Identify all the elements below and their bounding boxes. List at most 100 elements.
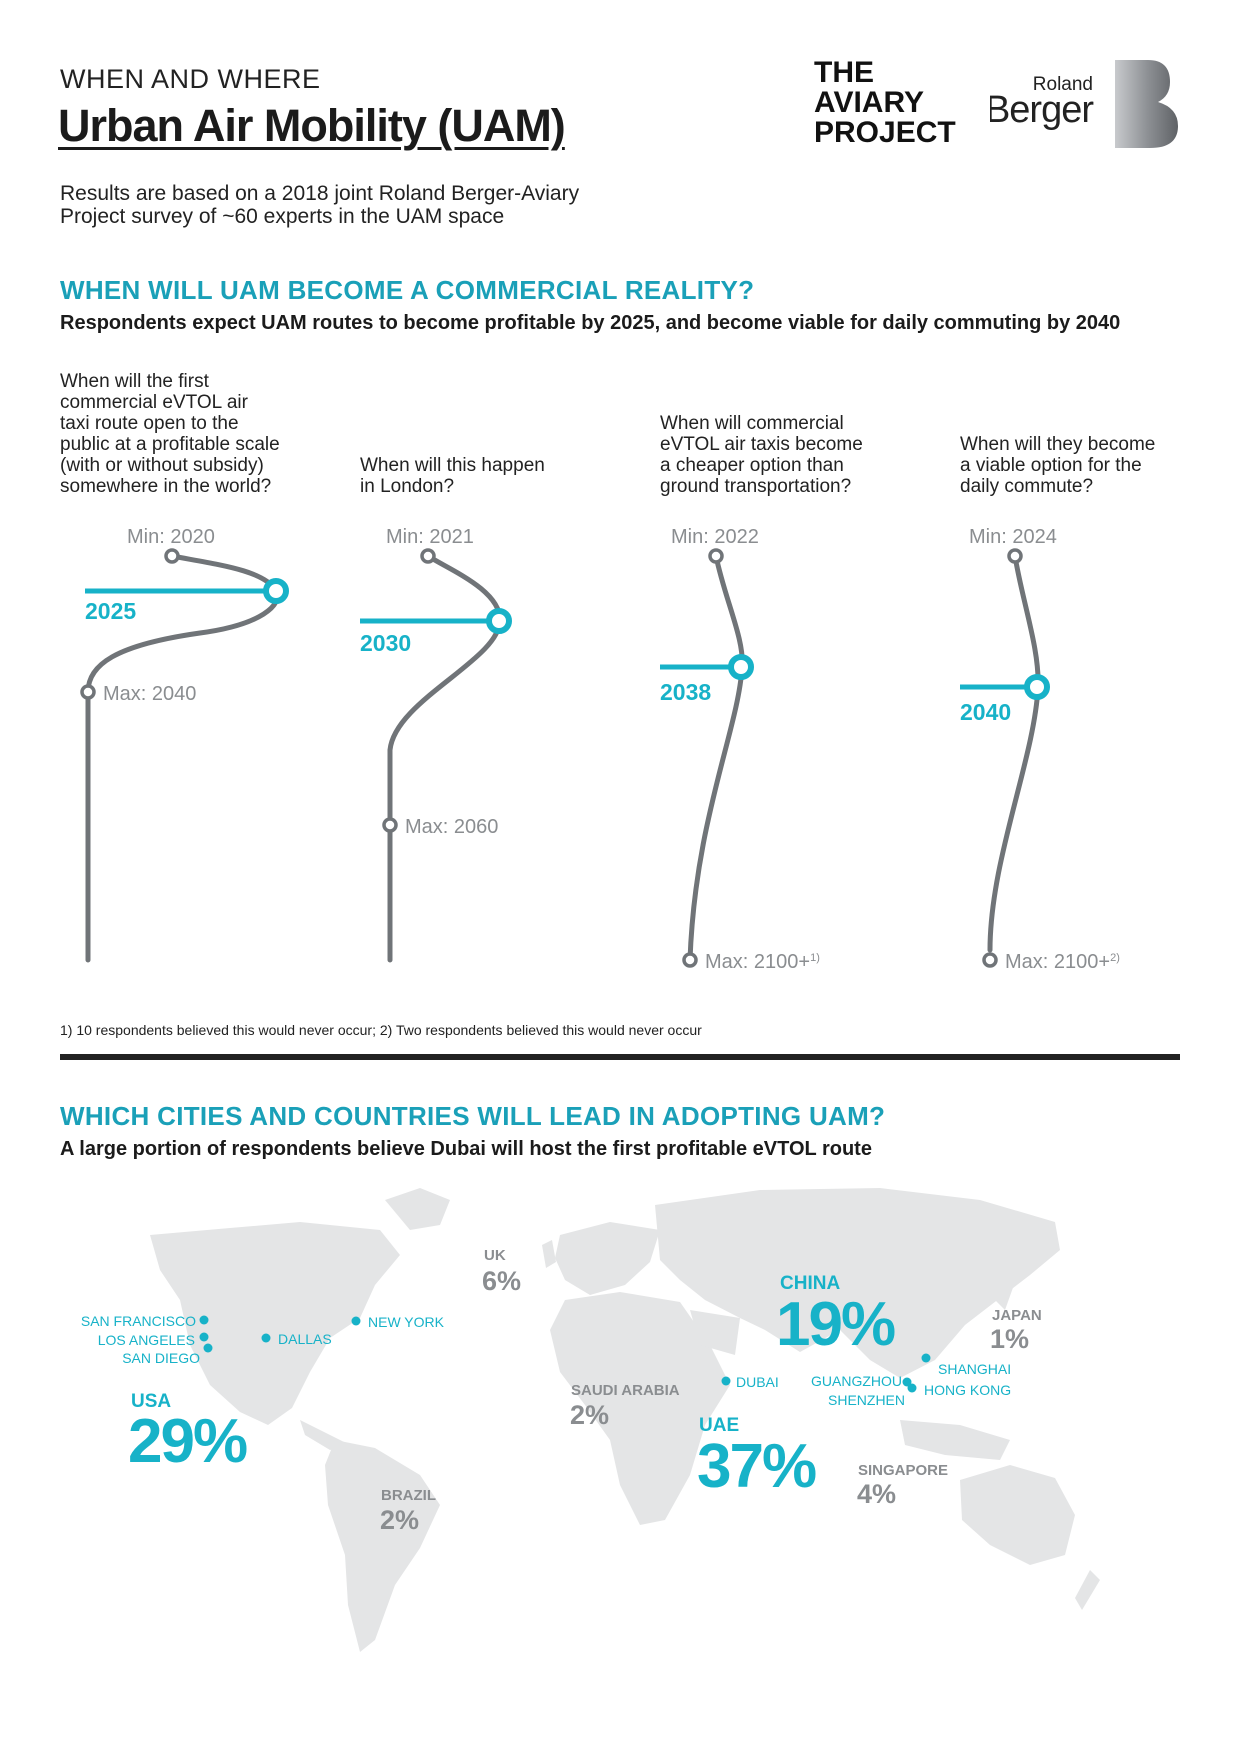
rb-b-mark [1115, 60, 1178, 148]
aviary-logo-line: THE [814, 56, 874, 89]
section-where-subtitle: A large portion of respondents believe D… [60, 1138, 872, 1160]
country-name-uae: UAE [699, 1415, 739, 1436]
timeline-curve-1 [85, 553, 280, 963]
question-line: commercial eVTOL air [60, 392, 248, 413]
question-line: daily commute? [960, 476, 1094, 497]
question-line: public at a profitable scale [60, 434, 280, 455]
country-name-brazil: BRAZIL [381, 1487, 436, 1504]
median-label-4: 2040 [960, 699, 1011, 725]
min-marker-1 [164, 548, 180, 564]
timeline-graphics: Min: 2020 Max: 2040 Min: 2021 Max: 2060 … [80, 526, 1120, 973]
section-where-title: WHICH CITIES AND COUNTRIES WILL LEAD IN … [60, 1101, 886, 1131]
roland-berger-logo: Roland Berger [990, 60, 1178, 148]
city-label-los-angeles: LOS ANGELES [98, 1332, 195, 1348]
timeline-question-2: When will this happen in London? [360, 455, 545, 497]
country-name-singapore: SINGAPORE [858, 1462, 948, 1479]
city-dot-guangzhou [902, 1377, 912, 1387]
aviary-project-logo: THE AVIARY PROJECT [814, 58, 956, 148]
median-marker-1 [263, 578, 289, 604]
australia [960, 1465, 1075, 1565]
question-line: somewhere in the world? [60, 476, 272, 497]
question-line: ground transportation? [660, 476, 852, 497]
median-marker-2 [486, 608, 512, 634]
city-label-san-francisco: SAN FRANCISCO [81, 1313, 196, 1329]
rb-logo-berger: Berger [990, 89, 1094, 131]
max-label-2: Max: 2060 [405, 816, 498, 838]
kicker: WHEN AND WHERE [60, 64, 321, 94]
question-line: When will they become [960, 434, 1156, 455]
median-marker-4 [1024, 674, 1050, 700]
arabian-peninsula [690, 1310, 740, 1355]
city-dot-shanghai [921, 1353, 931, 1363]
min-marker-2 [420, 548, 436, 564]
country-value-usa: 29% [128, 1407, 247, 1476]
city-dot-dallas [261, 1333, 271, 1343]
timeline-curve-3 [687, 553, 745, 963]
max-value: Max: 2100+ [1005, 951, 1110, 973]
city-label-dallas: DALLAS [278, 1331, 332, 1347]
city-dot-san-francisco [199, 1315, 209, 1325]
country-value-japan: 1% [990, 1324, 1029, 1354]
question-line: a cheaper option than [660, 455, 844, 476]
country-value-brazil: 2% [380, 1505, 419, 1535]
indonesia [900, 1420, 1010, 1460]
city-label-guangzhou: GUANGZHOU [811, 1373, 902, 1389]
country-value-singapore: 4% [857, 1479, 896, 1509]
median-label-1: 2025 [85, 598, 136, 624]
footnote: 1) 10 respondents believed this would ne… [60, 1022, 702, 1038]
question-line: eVTOL air taxis become [660, 434, 863, 455]
timeline-curve-2 [387, 553, 503, 963]
min-label-2: Min: 2021 [386, 526, 474, 548]
europe [555, 1222, 660, 1295]
north-america [150, 1222, 400, 1425]
asia [655, 1188, 1060, 1378]
uk-island [542, 1240, 556, 1268]
section-when-subtitle: Respondents expect UAM routes to become … [60, 312, 1121, 334]
country-value-uae: 37% [697, 1432, 816, 1501]
max-value: Max: 2100+ [705, 951, 810, 973]
question-line: When will the first [60, 371, 209, 392]
city-dot-hong-kong [907, 1383, 917, 1393]
max-label-4: Max: 2100+2) [1005, 951, 1120, 973]
page-title: Urban Air Mobility (UAM) [58, 100, 566, 151]
city-label-hong-kong: HONG KONG [924, 1382, 1011, 1398]
question-line: a viable option for the [960, 455, 1142, 476]
country-name-usa: USA [131, 1391, 171, 1412]
max-note: 1) [810, 952, 820, 964]
country-name-japan: JAPAN [992, 1307, 1042, 1324]
city-label-san-diego: SAN DIEGO [122, 1350, 200, 1366]
city-label-shanghai: SHANGHAI [938, 1361, 1011, 1377]
city-dot-san-diego [203, 1343, 213, 1353]
japan-island [995, 1275, 1015, 1310]
question-line: When will commercial [660, 413, 844, 434]
africa [550, 1292, 730, 1525]
country-name-uk: UK [484, 1247, 506, 1264]
aviary-logo-line: PROJECT [814, 116, 956, 149]
question-line: taxi route open to the [60, 413, 239, 434]
section-divider [60, 1054, 1180, 1060]
max-note: 2) [1110, 952, 1120, 964]
min-marker-3 [708, 548, 724, 564]
city-dot-los-angeles [199, 1332, 209, 1342]
south-america [325, 1440, 440, 1652]
median-marker-3 [728, 654, 754, 680]
min-label-1: Min: 2020 [127, 526, 215, 548]
median-label-2: 2030 [360, 630, 411, 656]
max-marker-1 [80, 684, 96, 700]
aviary-logo-line: AVIARY [814, 86, 925, 119]
map-landmasses [150, 1188, 1100, 1652]
country-value-uk: 6% [482, 1266, 521, 1296]
city-dot-dubai [721, 1376, 731, 1386]
section-when-title: WHEN WILL UAM BECOME A COMMERCIAL REALIT… [60, 275, 755, 305]
country-value-saudi-arabia: 2% [570, 1400, 609, 1430]
min-label-3: Min: 2022 [671, 526, 759, 548]
intro-text: Results are based on a 2018 joint Roland… [60, 182, 580, 228]
timeline-question-4: When will they become a viable option fo… [960, 434, 1155, 497]
question-line: (with or without subsidy) [60, 455, 264, 476]
timeline-question-1: When will the first commercial eVTOL air… [60, 371, 280, 497]
max-label-1: Max: 2040 [103, 683, 196, 705]
max-marker-2 [382, 817, 398, 833]
greenland [385, 1188, 450, 1230]
min-marker-4 [1007, 548, 1023, 564]
